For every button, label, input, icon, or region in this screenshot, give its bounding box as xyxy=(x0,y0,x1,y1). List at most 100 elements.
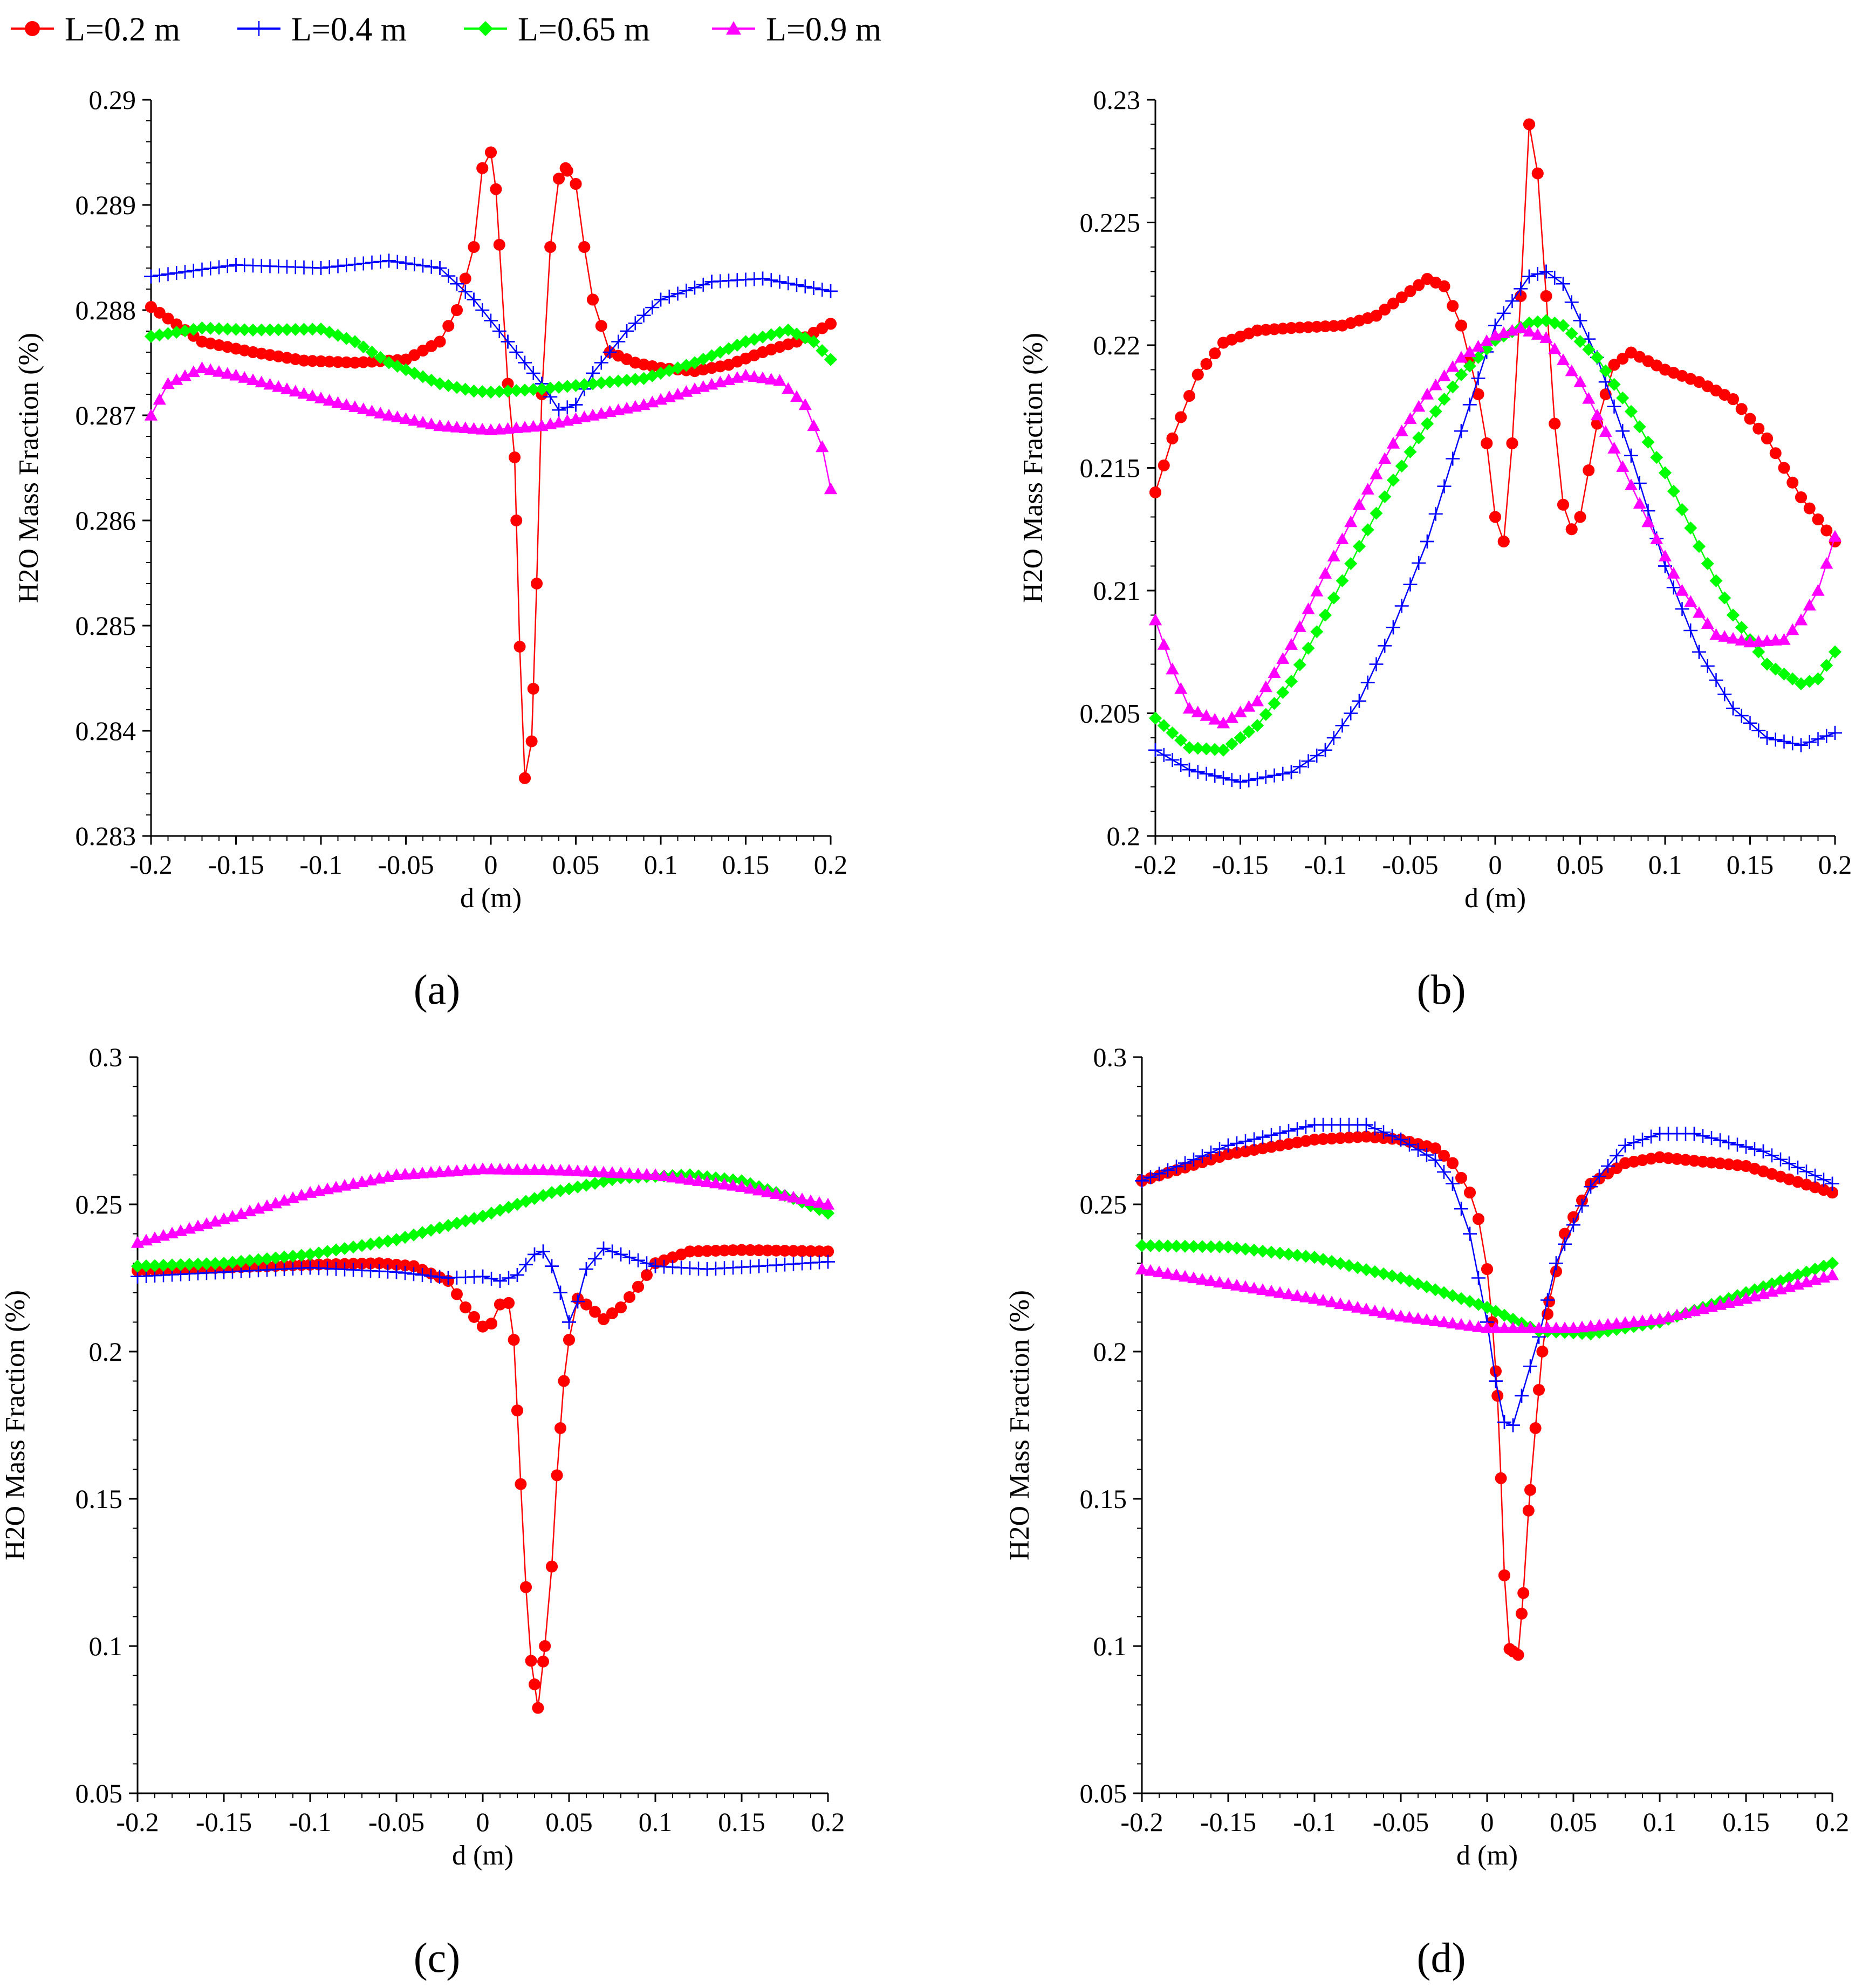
data-point-0 xyxy=(813,1245,825,1258)
data-point-1 xyxy=(1386,620,1400,635)
x-tick-label: 0.15 xyxy=(718,1807,765,1837)
data-point-1 xyxy=(186,263,201,278)
data-point-3 xyxy=(1619,1316,1632,1328)
data-point-1 xyxy=(1301,754,1316,769)
data-point-0 xyxy=(451,304,463,316)
data-point-0 xyxy=(520,1581,532,1593)
data-point-2 xyxy=(1387,474,1400,487)
data-point-3 xyxy=(1625,478,1638,490)
data-point-1 xyxy=(1195,1149,1209,1163)
data-point-1 xyxy=(1187,1153,1201,1167)
data-point-3 xyxy=(701,1175,714,1188)
data-point-0 xyxy=(162,312,174,325)
data-point-1 xyxy=(1627,1135,1641,1150)
data-point-1 xyxy=(1169,1160,1183,1174)
series-0 xyxy=(132,1244,834,1714)
data-point-1 xyxy=(169,266,184,280)
data-point-1 xyxy=(1530,267,1545,282)
data-point-1 xyxy=(1446,1176,1460,1191)
data-point-1 xyxy=(1558,1237,1572,1251)
legend-label-2: L=0.65 m xyxy=(518,11,650,48)
data-point-3 xyxy=(1343,1299,1355,1311)
data-point-0 xyxy=(1464,1187,1476,1199)
data-point-1 xyxy=(1692,645,1706,659)
data-point-2 xyxy=(1370,506,1383,520)
data-point-0 xyxy=(757,346,769,358)
data-point-1 xyxy=(1204,1145,1218,1160)
data-point-1 xyxy=(484,313,498,328)
data-point-1 xyxy=(1258,770,1273,784)
data-point-3 xyxy=(1299,1290,1312,1303)
series-1 xyxy=(131,1241,835,1329)
data-point-3 xyxy=(1217,716,1230,729)
data-point-2 xyxy=(450,381,463,394)
data-point-3 xyxy=(1394,1310,1407,1322)
data-point-1 xyxy=(552,403,566,417)
x-tick-label: 0.05 xyxy=(1557,849,1604,880)
data-point-3 xyxy=(1183,702,1196,714)
data-point-1 xyxy=(407,1267,421,1281)
data-point-3 xyxy=(1360,1303,1373,1314)
data-point-2 xyxy=(1811,672,1825,685)
data-point-1 xyxy=(688,280,702,295)
data-point-3 xyxy=(1541,1321,1554,1333)
panel-caption-d: (d) xyxy=(1416,1934,1466,1981)
data-point-2 xyxy=(1325,1255,1338,1268)
series-line-3 xyxy=(1154,327,1836,724)
data-point-1 xyxy=(815,282,830,297)
data-point-0 xyxy=(1565,523,1578,536)
x-tick-label: -0.15 xyxy=(1212,849,1268,880)
chart-svg-a: -0.2 -0.15 -0.1 -0.05 0 0.05 0.1 0.15 0.2 0.283 0.… xyxy=(13,85,847,914)
data-point-1 xyxy=(1471,371,1485,386)
data-point-1 xyxy=(704,275,719,289)
data-point-0 xyxy=(736,1244,748,1256)
data-point-2 xyxy=(1752,645,1765,659)
y-tick-label: 0.3 xyxy=(89,1042,123,1072)
data-point-1 xyxy=(1403,577,1418,592)
data-point-1 xyxy=(1644,1129,1658,1144)
data-point-1 xyxy=(1743,716,1757,730)
y-tick-label: 0.15 xyxy=(76,1484,123,1514)
data-point-1 xyxy=(365,255,379,270)
data-point-1 xyxy=(571,1294,585,1309)
data-point-2 xyxy=(1777,667,1791,681)
data-point-1 xyxy=(1601,1159,1615,1174)
data-point-3 xyxy=(1548,342,1562,354)
data-point-1 xyxy=(475,303,490,317)
series-2 xyxy=(145,321,837,399)
data-point-1 xyxy=(1522,269,1536,284)
data-point-0 xyxy=(485,146,497,159)
data-point-3 xyxy=(554,1163,567,1176)
data-point-0 xyxy=(1688,1155,1700,1167)
x-axis-title: d (m) xyxy=(1456,1840,1518,1871)
data-point-3 xyxy=(1811,584,1825,596)
data-point-1 xyxy=(1506,1418,1520,1432)
data-point-2 xyxy=(297,323,311,336)
data-point-3 xyxy=(1601,1318,1614,1330)
data-point-1 xyxy=(781,276,796,291)
data-point-0 xyxy=(1309,1133,1320,1146)
data-point-1 xyxy=(510,1268,524,1283)
data-point-0 xyxy=(1567,1211,1579,1223)
data-point-2 xyxy=(560,380,574,393)
series-line-2 xyxy=(1155,320,1836,751)
data-point-1 xyxy=(1446,451,1460,466)
data-point-2 xyxy=(295,1249,308,1262)
data-point-1 xyxy=(1734,709,1749,723)
data-point-1 xyxy=(1794,738,1808,752)
data-point-0 xyxy=(1175,411,1187,423)
data-point-1 xyxy=(1713,1133,1727,1148)
data-point-3 xyxy=(1265,1285,1278,1297)
data-point-1 xyxy=(1768,732,1783,747)
data-point-0 xyxy=(1259,324,1272,336)
data-point-2 xyxy=(1769,662,1782,676)
data-point-1 xyxy=(416,258,430,273)
data-point-3 xyxy=(153,393,166,405)
data-point-1 xyxy=(806,281,821,296)
data-point-2 xyxy=(1523,317,1536,330)
data-point-0 xyxy=(511,1404,523,1417)
data-point-1 xyxy=(1760,731,1774,745)
data-point-3 xyxy=(1515,1321,1528,1333)
data-point-3 xyxy=(1752,635,1765,647)
data-point-3 xyxy=(161,377,175,389)
